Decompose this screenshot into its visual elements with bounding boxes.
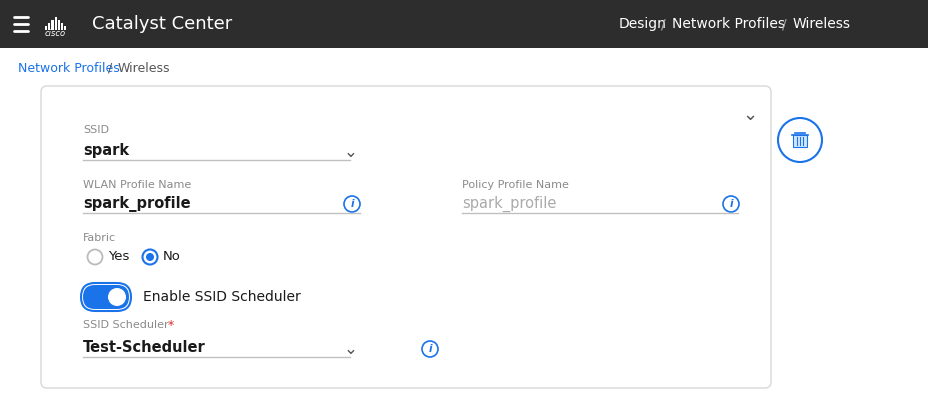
Text: ⌄: ⌄	[343, 340, 357, 358]
Bar	[64, 26, 66, 30]
Text: spark_profile: spark_profile	[83, 196, 190, 212]
Text: i: i	[728, 199, 732, 209]
Circle shape	[146, 253, 154, 261]
Text: ⌄: ⌄	[343, 143, 357, 161]
Text: spark: spark	[83, 143, 129, 158]
Circle shape	[777, 118, 821, 162]
Text: Network Profiles: Network Profiles	[671, 17, 784, 31]
Text: *: *	[168, 318, 174, 331]
FancyBboxPatch shape	[0, 0, 928, 48]
Bar	[61, 23, 63, 30]
Circle shape	[343, 196, 360, 212]
Text: /: /	[661, 17, 664, 31]
Circle shape	[722, 196, 738, 212]
Bar	[45, 26, 47, 30]
Text: i: i	[428, 344, 432, 354]
Circle shape	[142, 249, 158, 264]
Bar	[55, 17, 57, 30]
Circle shape	[421, 341, 437, 357]
Text: Design: Design	[618, 17, 666, 31]
FancyBboxPatch shape	[0, 48, 928, 394]
Circle shape	[108, 288, 126, 306]
FancyBboxPatch shape	[83, 285, 129, 309]
Text: SSID Scheduler: SSID Scheduler	[83, 320, 169, 330]
FancyBboxPatch shape	[793, 135, 806, 147]
Bar	[48, 23, 50, 30]
Text: Catalyst Center: Catalyst Center	[92, 15, 232, 33]
Text: i: i	[350, 199, 354, 209]
Text: Network Profiles: Network Profiles	[18, 61, 120, 74]
Text: cisco: cisco	[45, 29, 66, 38]
Text: No: No	[162, 251, 181, 264]
Bar	[58, 20, 60, 30]
FancyBboxPatch shape	[41, 86, 770, 388]
Text: Test-Scheduler: Test-Scheduler	[83, 340, 205, 355]
Text: Wireless: Wireless	[118, 61, 171, 74]
Text: /: /	[781, 17, 786, 31]
Text: Fabric: Fabric	[83, 233, 116, 243]
Text: Enable SSID Scheduler: Enable SSID Scheduler	[143, 290, 301, 304]
Text: Yes: Yes	[108, 251, 129, 264]
Text: ⌄: ⌄	[741, 106, 756, 124]
Text: spark_profile: spark_profile	[461, 196, 556, 212]
Circle shape	[87, 249, 102, 264]
Text: SSID: SSID	[83, 125, 109, 135]
Text: WLAN Profile Name: WLAN Profile Name	[83, 180, 191, 190]
Bar	[51, 20, 54, 30]
Text: Policy Profile Name: Policy Profile Name	[461, 180, 568, 190]
Text: Wireless: Wireless	[793, 17, 850, 31]
Text: /: /	[108, 61, 112, 74]
